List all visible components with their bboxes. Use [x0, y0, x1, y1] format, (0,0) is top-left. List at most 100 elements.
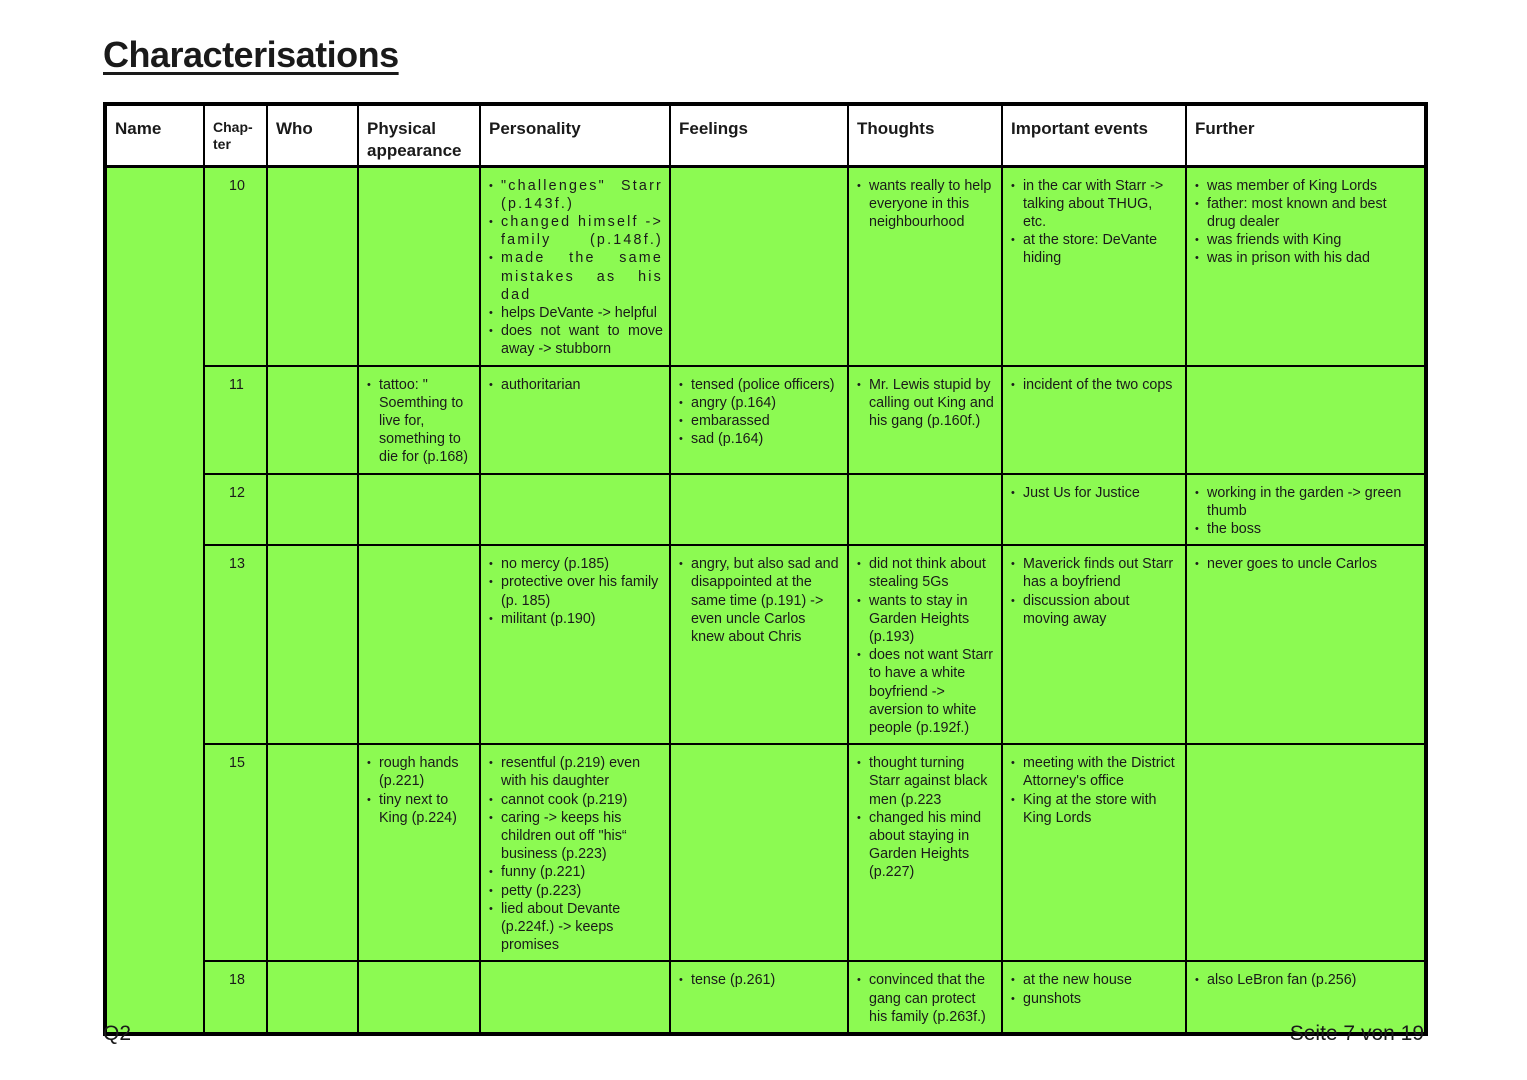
- further-cell: [1185, 364, 1427, 475]
- further-cell: also LeBron fan (p.256): [1185, 960, 1427, 1036]
- physical-cell: [357, 165, 481, 367]
- header-thoughts: Thoughts: [847, 103, 1003, 168]
- footer-page-number: Seite 7 von 19: [1289, 1022, 1424, 1045]
- chapter-cell: 18: [203, 960, 268, 1036]
- feelings-cell: [669, 165, 849, 367]
- chapter-cell: 15: [203, 743, 268, 963]
- list-item: embarassed: [679, 412, 841, 430]
- list-item: wants to stay in Garden Heights (p.193): [857, 592, 995, 647]
- list-item: King at the store with King Lords: [1011, 791, 1179, 827]
- list-item: tensed (police officers): [679, 376, 841, 394]
- events-cell: in the car with Starr -> talking about T…: [1001, 165, 1187, 367]
- thoughts-cell: Mr. Lewis stupid by calling out King and…: [847, 364, 1003, 475]
- chapter-cell: 10: [203, 165, 268, 367]
- list-item: the boss: [1195, 520, 1418, 538]
- list-item: gunshots: [1011, 990, 1179, 1008]
- thoughts-cell: convinced that the gang can protect his …: [847, 960, 1003, 1036]
- physical-cell: [357, 544, 481, 746]
- physical-cell: tattoo: " Soemthing to live for, somethi…: [357, 364, 481, 475]
- who-cell: [266, 960, 359, 1036]
- list-item: caring -> keeps his children out off "hi…: [489, 809, 663, 864]
- feelings-cell: [669, 743, 849, 963]
- list-item: militant (p.190): [489, 610, 663, 628]
- further-cell: [1185, 743, 1427, 963]
- table-row: 10 "challenges" Starr (p.143f.) changed …: [104, 164, 1427, 1035]
- list-item: authoritarian: [489, 376, 663, 394]
- header-row: Name Chap- ter Who Physical appearance P…: [104, 103, 1427, 168]
- personality-cell: [479, 472, 671, 547]
- header-physical: Physical appearance: [357, 103, 481, 168]
- further-cell: working in the garden -> green thumb the…: [1185, 472, 1427, 547]
- list-item: petty (p.223): [489, 882, 663, 900]
- list-item: made the same mistakes as his dad: [489, 249, 663, 304]
- header-events: Important events: [1001, 103, 1187, 168]
- header-chapter: Chap- ter: [203, 103, 268, 168]
- header-personality: Personality: [479, 103, 671, 168]
- list-item: did not think about stealing 5Gs: [857, 555, 995, 591]
- list-item: was member of King Lords: [1195, 177, 1418, 195]
- list-item: meeting with the District Attorney's off…: [1011, 754, 1179, 790]
- header-name: Name: [104, 103, 205, 168]
- header-feelings: Feelings: [669, 103, 849, 168]
- who-cell: [266, 472, 359, 547]
- header-who: Who: [266, 103, 359, 168]
- list-item: angry (p.164): [679, 394, 841, 412]
- list-item: does not want to move away -> stubborn: [489, 322, 663, 358]
- chapter-cell: 13: [203, 544, 268, 746]
- feelings-cell: tense (p.261): [669, 960, 849, 1036]
- list-item: Just Us for Justice: [1011, 484, 1179, 502]
- list-item: in the car with Starr -> talking about T…: [1011, 177, 1179, 232]
- thoughts-cell: thought turning Starr against black men …: [847, 743, 1003, 963]
- table-row: 11 tattoo: " Soemthing to live for, some…: [105, 364, 1427, 475]
- personality-cell: no mercy (p.185) protective over his fam…: [479, 544, 671, 746]
- further-cell: was member of King Lords father: most kn…: [1185, 165, 1427, 367]
- list-item: funny (p.221): [489, 863, 663, 881]
- who-cell: [266, 544, 359, 746]
- list-item: "challenges" Starr (p.143f.): [489, 177, 663, 213]
- list-item: tense (p.261): [679, 971, 841, 989]
- personality-cell: authoritarian: [479, 364, 671, 475]
- list-item: incident of the two cops: [1011, 376, 1179, 394]
- list-item: never goes to uncle Carlos: [1195, 555, 1418, 573]
- who-cell: [266, 743, 359, 963]
- list-item: wants really to help everyone in this ne…: [857, 177, 995, 232]
- list-item: angry, but also sad and disappointed at …: [679, 555, 841, 646]
- list-item: was friends with King: [1195, 231, 1418, 249]
- events-cell: meeting with the District Attorney's off…: [1001, 743, 1187, 963]
- header-further: Further: [1185, 103, 1427, 168]
- thoughts-cell: wants really to help everyone in this ne…: [847, 165, 1003, 367]
- list-item: also LeBron fan (p.256): [1195, 971, 1418, 989]
- characterisation-table-container: Name Chap- ter Who Physical appearance P…: [103, 102, 1428, 1037]
- events-cell: incident of the two cops: [1001, 364, 1187, 475]
- list-item: does not want Starr to have a white boyf…: [857, 646, 995, 737]
- list-item: Mr. Lewis stupid by calling out King and…: [857, 376, 995, 431]
- list-item: lied about Devante (p.224f.) -> keeps pr…: [489, 900, 663, 955]
- feelings-cell: tensed (police officers) angry (p.164) e…: [669, 364, 849, 475]
- list-item: discussion about moving away: [1011, 592, 1179, 628]
- footer-course-label: Q2: [103, 1022, 132, 1045]
- list-item: helps DeVante -> helpful: [489, 304, 663, 322]
- list-item: convinced that the gang can protect his …: [857, 971, 995, 1026]
- personality-cell: resentful (p.219) even with his daughter…: [479, 743, 671, 963]
- list-item: tattoo: " Soemthing to live for, somethi…: [367, 376, 473, 467]
- table-row: 15 rough hands (p.221) tiny next to King…: [105, 743, 1427, 963]
- page-title: Characterisations: [103, 34, 399, 75]
- events-cell: at the new house gunshots: [1001, 960, 1187, 1036]
- further-cell: never goes to uncle Carlos: [1185, 544, 1427, 746]
- events-cell: Maverick finds out Starr has a boyfriend…: [1001, 544, 1187, 746]
- list-item: resentful (p.219) even with his daughter: [489, 754, 663, 790]
- list-item: at the store: DeVante hiding: [1011, 231, 1179, 267]
- thoughts-cell: [847, 472, 1003, 547]
- feelings-cell: angry, but also sad and disappointed at …: [669, 544, 849, 746]
- personality-cell: "challenges" Starr (p.143f.) changed him…: [479, 165, 671, 367]
- chapter-cell: 11: [203, 364, 268, 475]
- list-item: was in prison with his dad: [1195, 249, 1418, 267]
- physical-cell: [357, 472, 481, 547]
- list-item: working in the garden -> green thumb: [1195, 484, 1418, 520]
- who-cell: [266, 364, 359, 475]
- list-item: no mercy (p.185): [489, 555, 663, 573]
- personality-cell: [479, 960, 671, 1036]
- table-row: 13 no mercy (p.185) protective over his …: [105, 544, 1427, 746]
- list-item: tiny next to King (p.224): [367, 791, 473, 827]
- list-item: at the new house: [1011, 971, 1179, 989]
